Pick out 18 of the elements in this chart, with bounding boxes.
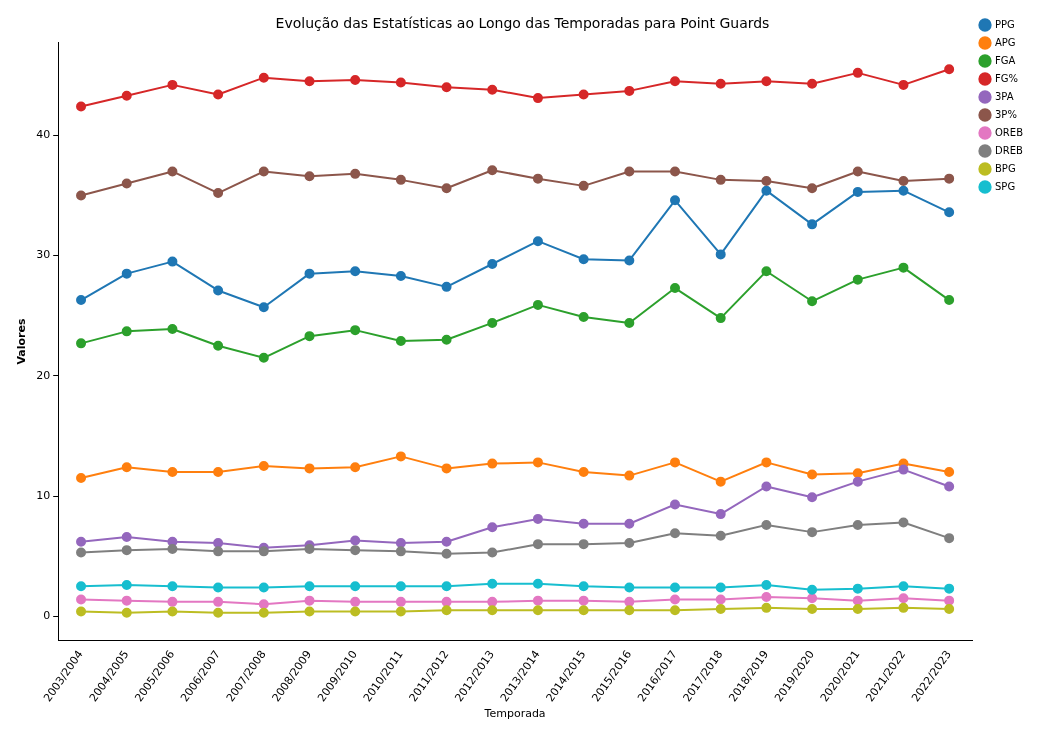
- legend-label: OREB: [995, 126, 1024, 138]
- legend-label: APG: [995, 36, 1016, 48]
- legend-label: FGA: [995, 54, 1016, 66]
- y-tick-label: 20: [36, 368, 51, 382]
- y-tick-label: 10: [36, 488, 51, 502]
- chart-title: Evolução das Estatísticas ao Longo das Temporadas para Point Guards: [275, 15, 770, 32]
- y-tick-label: 30: [36, 248, 51, 262]
- legend-label: SPG: [995, 180, 1016, 192]
- legend-label: FG%: [995, 72, 1019, 84]
- legend-label: BPG: [995, 162, 1016, 174]
- x-axis-title: Temporada: [483, 707, 546, 721]
- legend-label: PPG: [995, 18, 1015, 30]
- legend-label: DREB: [995, 144, 1023, 156]
- legend-label: 3PA: [995, 90, 1014, 102]
- legend-label: 3P%: [995, 108, 1017, 120]
- y-axis-title: Valores: [15, 318, 29, 365]
- y-tick-label: 0: [43, 609, 51, 623]
- y-tick-label: 40: [36, 128, 51, 142]
